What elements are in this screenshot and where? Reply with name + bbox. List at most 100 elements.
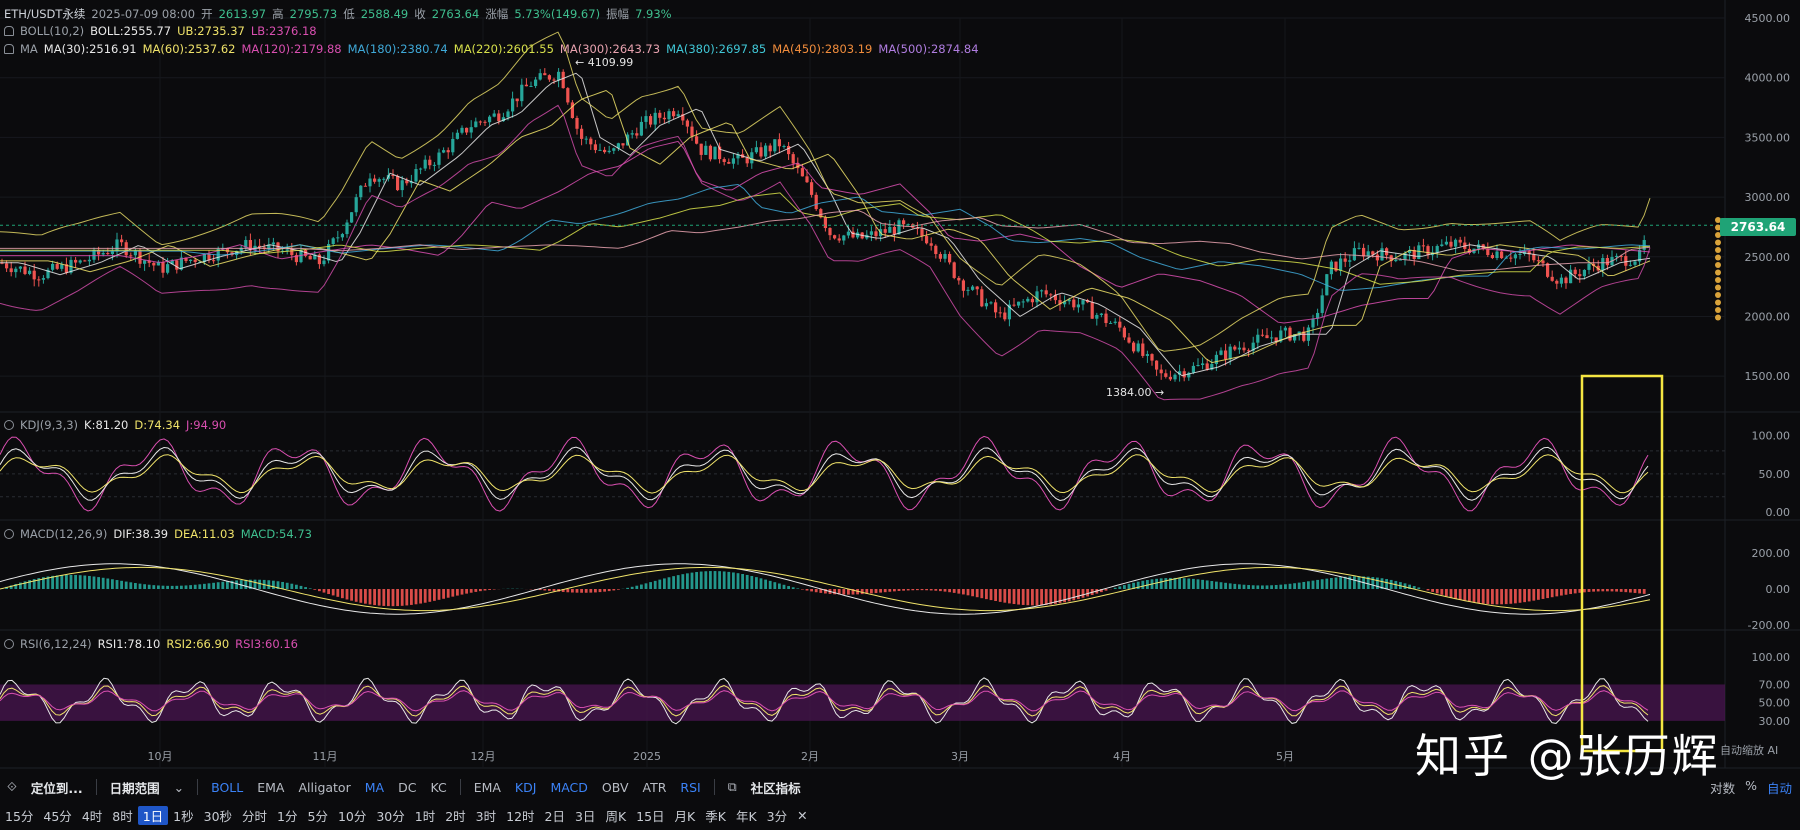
percent-toggle[interactable]: % bbox=[1745, 778, 1757, 793]
macd-bar bbox=[97, 577, 100, 589]
candle-body bbox=[805, 176, 809, 183]
macd-bar bbox=[1592, 589, 1595, 592]
macd-dif: DIF:38.39 bbox=[113, 527, 169, 541]
timeframe-30分[interactable]: 30分 bbox=[376, 808, 405, 824]
candle-body bbox=[1486, 248, 1490, 256]
candle-body bbox=[400, 180, 404, 191]
timeframe-2日[interactable]: 2日 bbox=[544, 808, 565, 824]
macd-bar bbox=[1642, 589, 1646, 594]
timeframe-1秒[interactable]: 1秒 bbox=[173, 808, 194, 824]
timeframe-3日[interactable]: 3日 bbox=[574, 808, 596, 824]
indicator-alligator[interactable]: Alligator bbox=[298, 779, 351, 795]
macd-bar bbox=[1564, 589, 1568, 595]
kdj-name[interactable]: KDJ(9,3,3) bbox=[20, 418, 79, 432]
indicator-ema[interactable]: EMA bbox=[257, 779, 285, 795]
macd-bar bbox=[870, 589, 873, 594]
indicator-ma[interactable]: MA bbox=[364, 779, 385, 795]
timeframe-8时[interactable]: 8时 bbox=[112, 808, 133, 824]
community-icon[interactable]: ⧉ bbox=[727, 779, 737, 794]
chevron-down-icon[interactable]: ⌄ bbox=[173, 779, 185, 795]
candle-body bbox=[368, 178, 372, 187]
macd-header: MACD(12,26,9) DIF:38.39 DEA:11.03 MACD:5… bbox=[4, 527, 312, 541]
macd-bar bbox=[1463, 589, 1467, 601]
indicator-ema[interactable]: EMA bbox=[473, 779, 501, 795]
indicator-boll[interactable]: BOLL bbox=[211, 779, 244, 795]
timeframe-1日[interactable]: 1日 bbox=[137, 805, 169, 825]
candle-body bbox=[699, 143, 703, 155]
settings-icon[interactable] bbox=[4, 420, 14, 430]
timeframe-年K[interactable]: 年K bbox=[735, 808, 757, 824]
timeframe-1分[interactable]: 1分 bbox=[277, 808, 298, 824]
candle-body bbox=[915, 227, 919, 229]
timeframe-15分[interactable]: 15分 bbox=[5, 808, 34, 824]
close-icon[interactable]: ✕ bbox=[797, 807, 808, 823]
ma-value-8: MA(500):2874.84 bbox=[878, 42, 979, 56]
rsi-name[interactable]: RSI(6,12,24) bbox=[20, 637, 92, 651]
candle-body bbox=[1026, 298, 1030, 302]
indicator-kdj[interactable]: KDJ bbox=[514, 779, 537, 795]
macd-bar bbox=[46, 576, 50, 589]
close-value: 2763.64 bbox=[431, 7, 480, 21]
timeframe-1时[interactable]: 1时 bbox=[414, 808, 436, 824]
indicator-atr[interactable]: ATR bbox=[642, 779, 667, 795]
candle-body bbox=[966, 289, 970, 291]
ma-name[interactable]: MA bbox=[20, 42, 38, 56]
macd-bar bbox=[584, 589, 588, 593]
ma-value-3: MA(180):2380.74 bbox=[347, 42, 448, 56]
settings-icon[interactable] bbox=[4, 26, 14, 36]
timeframe-4时[interactable]: 4时 bbox=[81, 808, 103, 824]
macd-name[interactable]: MACD(12,26,9) bbox=[20, 527, 108, 541]
candle-body bbox=[437, 152, 441, 165]
indicator-macd[interactable]: MACD bbox=[550, 779, 588, 795]
amplitude-value: 7.93% bbox=[635, 7, 672, 21]
candle-body bbox=[179, 257, 183, 270]
timeframe-3分[interactable]: 3分 bbox=[766, 808, 788, 824]
timeframe-15日[interactable]: 15日 bbox=[636, 808, 665, 824]
macd-bar bbox=[281, 581, 284, 589]
candle-body bbox=[129, 255, 133, 257]
macd-bar bbox=[1587, 589, 1591, 592]
settings-icon[interactable] bbox=[4, 639, 14, 649]
timeframe-45分[interactable]: 45分 bbox=[43, 808, 72, 824]
timeframe-周K[interactable]: 周K bbox=[605, 808, 627, 824]
candle-body bbox=[957, 277, 961, 281]
timeframe-3时[interactable]: 3时 bbox=[475, 808, 497, 824]
timeframe-30秒[interactable]: 30秒 bbox=[203, 808, 233, 824]
boll-name[interactable]: BOLL(10,2) bbox=[20, 24, 85, 38]
indicator-obv[interactable]: OBV bbox=[601, 779, 629, 795]
timeframe-10分[interactable]: 10分 bbox=[337, 808, 367, 824]
timeframe-季K[interactable]: 季K bbox=[705, 808, 726, 824]
community-indicators-button[interactable]: 社区指标 bbox=[750, 780, 801, 796]
settings-icon[interactable] bbox=[4, 529, 14, 539]
ma-values: MA(30):2516.91 MA(60):2537.62 MA(120):2179… bbox=[44, 42, 979, 56]
locate-icon[interactable]: ⟐ bbox=[7, 779, 17, 794]
macd-bar bbox=[782, 584, 786, 589]
indicator-kc[interactable]: KC bbox=[430, 779, 447, 795]
candle-body bbox=[833, 235, 837, 239]
candle-body bbox=[1615, 255, 1619, 257]
locate-button[interactable]: 定位到... bbox=[30, 780, 83, 796]
settings-icon[interactable] bbox=[4, 44, 14, 54]
macd-bar bbox=[295, 584, 298, 589]
candle-body bbox=[1003, 312, 1007, 320]
indicator-rsi[interactable]: RSI bbox=[680, 779, 701, 795]
timeframe-月K[interactable]: 月K bbox=[674, 808, 696, 824]
low-value: 2588.49 bbox=[360, 7, 409, 21]
timeframe-2时[interactable]: 2时 bbox=[445, 808, 466, 824]
auto-scale-label[interactable]: 自动缩放 AI bbox=[1720, 744, 1779, 757]
indicator-dc[interactable]: DC bbox=[398, 779, 417, 795]
log-toggle[interactable]: 对数 bbox=[1710, 781, 1736, 796]
macd-bar bbox=[1136, 581, 1140, 589]
macd-bar bbox=[810, 589, 813, 592]
candle-body bbox=[787, 145, 791, 155]
candle-body bbox=[1357, 247, 1361, 249]
timeframe-5分[interactable]: 5分 bbox=[307, 808, 328, 824]
timeframe-12时[interactable]: 12时 bbox=[506, 808, 535, 824]
auto-toggle[interactable]: 自动 bbox=[1766, 781, 1792, 796]
date-range-button[interactable]: 日期范围 bbox=[109, 780, 160, 796]
macd-bar bbox=[368, 589, 372, 605]
macd-bar bbox=[364, 589, 367, 604]
candle-body bbox=[488, 116, 492, 123]
timeframe-分时[interactable]: 分时 bbox=[242, 808, 268, 824]
